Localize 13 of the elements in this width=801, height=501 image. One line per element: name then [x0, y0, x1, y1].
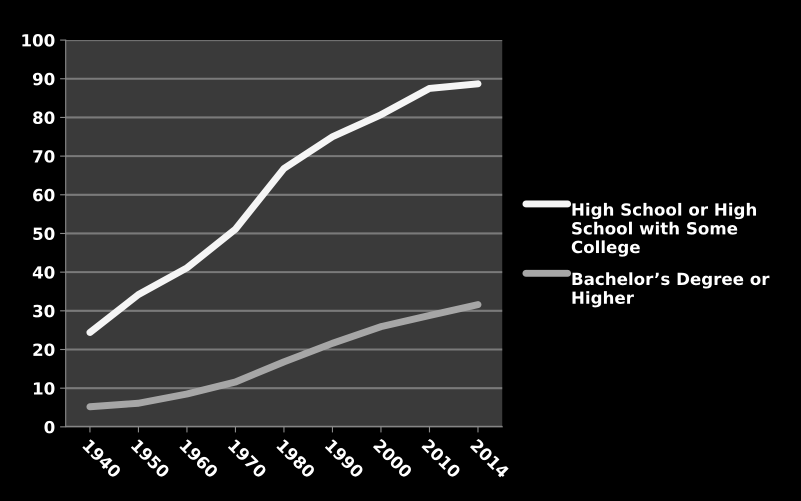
y-tick-label: 60: [33, 188, 54, 202]
y-tick-label: 20: [33, 343, 54, 356]
y-tick-label: 30: [33, 304, 54, 318]
legend-label: High School or High School with Some College: [572, 202, 756, 257]
legend-label: Bachelor’s Degree or Higher: [572, 272, 770, 308]
y-tick-label: 100: [22, 34, 54, 47]
y-tick-label: 10: [34, 382, 54, 395]
y-tick-label: 90: [32, 72, 54, 86]
y-tick-label: 70: [33, 150, 54, 163]
y-tick-label: 50: [33, 227, 54, 240]
y-tick-label: 80: [33, 111, 54, 124]
y-tick-label: 0: [44, 420, 54, 434]
y-tick-label: 40: [32, 266, 54, 279]
